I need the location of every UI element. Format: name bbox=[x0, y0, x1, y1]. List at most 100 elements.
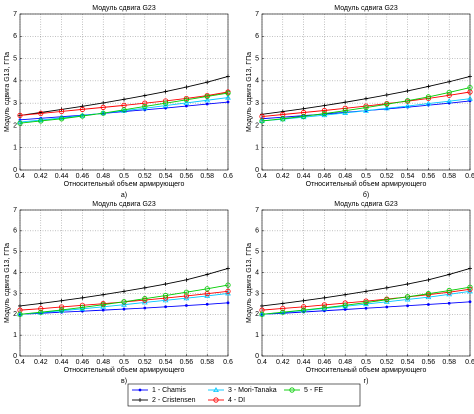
caption: а) bbox=[121, 192, 127, 199]
marker bbox=[259, 311, 265, 317]
x-tick-label: 0.48 bbox=[338, 359, 352, 366]
chart-title: Модуль сдвига G23 bbox=[92, 201, 156, 208]
x-tick-label: 0.5 bbox=[119, 173, 129, 180]
y-tick-label: 6 bbox=[255, 228, 259, 235]
x-tick-label: 0.52 bbox=[380, 173, 394, 180]
marker bbox=[164, 305, 168, 309]
marker bbox=[342, 302, 348, 308]
marker bbox=[122, 307, 126, 311]
x-tick-label: 0.54 bbox=[401, 173, 415, 180]
marker bbox=[260, 303, 264, 308]
y-tick-label: 4 bbox=[255, 269, 259, 276]
y-tick-label: 7 bbox=[255, 11, 259, 18]
legend-marker bbox=[213, 397, 219, 403]
x-tick-label: 0.4 bbox=[15, 359, 25, 366]
marker bbox=[425, 95, 431, 102]
x-tick-label: 0.5 bbox=[361, 359, 371, 366]
marker bbox=[205, 302, 209, 306]
marker bbox=[363, 300, 369, 306]
marker bbox=[205, 80, 210, 85]
x-tick-label: 0.4 bbox=[257, 173, 267, 180]
marker bbox=[468, 300, 472, 304]
legend-label: 4 - DI bbox=[228, 397, 245, 404]
x-tick-label: 0.48 bbox=[96, 359, 110, 366]
x-tick-label: 0.58 bbox=[200, 359, 214, 366]
marker bbox=[384, 92, 389, 97]
x-tick-label: 0.46 bbox=[318, 359, 332, 366]
marker bbox=[101, 100, 106, 105]
marker bbox=[425, 94, 431, 100]
marker bbox=[226, 301, 230, 305]
marker bbox=[142, 296, 148, 302]
marker bbox=[38, 301, 43, 306]
marker bbox=[467, 95, 473, 101]
y-tick-label: 2 bbox=[13, 311, 17, 318]
y-tick-label: 4 bbox=[13, 78, 17, 85]
caption: в) bbox=[121, 378, 127, 385]
marker bbox=[100, 302, 106, 308]
marker bbox=[467, 286, 473, 292]
marker bbox=[343, 100, 348, 105]
subplot: 0.4 0.42 0.44 0.46 0.48 0.5 0.52 0.54 0.56 0.58 0.… bbox=[4, 5, 233, 199]
y-tick-label: 3 bbox=[13, 290, 17, 297]
marker bbox=[141, 105, 148, 111]
marker bbox=[100, 110, 106, 116]
marker bbox=[364, 289, 368, 294]
y-tick-label: 7 bbox=[13, 207, 17, 214]
series-line bbox=[19, 97, 229, 123]
marker bbox=[205, 272, 210, 277]
marker bbox=[226, 74, 230, 79]
marker bbox=[321, 302, 327, 308]
marker bbox=[301, 298, 306, 303]
marker bbox=[384, 285, 389, 290]
marker bbox=[121, 301, 127, 307]
y-tick-label: 6 bbox=[13, 228, 17, 235]
y-axis-label: Модуль сдвига G13, ГПа bbox=[4, 243, 11, 323]
marker bbox=[185, 304, 188, 307]
marker bbox=[100, 104, 106, 110]
legend-box bbox=[127, 383, 361, 407]
legend-marker bbox=[138, 398, 142, 402]
marker bbox=[467, 284, 473, 290]
x-tick-label: 0.46 bbox=[76, 173, 90, 180]
series-line bbox=[19, 292, 229, 315]
marker bbox=[342, 108, 348, 114]
marker bbox=[183, 293, 189, 299]
marker bbox=[205, 102, 209, 106]
x-axis-label: Относительный объем армирующего bbox=[64, 180, 185, 188]
y-tick-label: 0 bbox=[13, 353, 17, 360]
y-tick-label: 5 bbox=[13, 55, 17, 62]
x-tick-label: 0.56 bbox=[422, 359, 436, 366]
marker bbox=[58, 116, 65, 122]
y-axis-label: Модуль сдвига G13, ГПа bbox=[4, 52, 11, 132]
marker bbox=[426, 84, 431, 89]
x-tick-label: 0.56 bbox=[180, 173, 194, 180]
x-tick-label: 0.6 bbox=[223, 359, 233, 366]
marker bbox=[322, 103, 327, 108]
x-tick-label: 0.4 bbox=[15, 173, 25, 180]
legend-label: 5 - FE bbox=[304, 387, 323, 394]
x-tick-label: 0.52 bbox=[380, 359, 394, 366]
x-tick-label: 0.58 bbox=[442, 359, 456, 366]
y-tick-label: 5 bbox=[255, 249, 259, 256]
series-line bbox=[261, 288, 471, 311]
marker bbox=[17, 311, 23, 317]
marker bbox=[427, 303, 430, 306]
x-tick-label: 0.58 bbox=[442, 173, 456, 180]
subplot: 0.4 0.42 0.44 0.46 0.48 0.5 0.52 0.54 0.56 0.58 0.… bbox=[246, 201, 474, 385]
plot-frame bbox=[261, 209, 471, 357]
marker bbox=[405, 88, 410, 93]
y-tick-label: 0 bbox=[13, 167, 17, 174]
x-tick-label: 0.6 bbox=[465, 359, 474, 366]
x-axis-label: Относительный объем армирующего bbox=[306, 180, 427, 188]
x-tick-label: 0.52 bbox=[138, 359, 152, 366]
marker bbox=[38, 306, 44, 312]
y-tick-label: 1 bbox=[13, 145, 17, 152]
x-tick-label: 0.4 bbox=[257, 359, 267, 366]
marker bbox=[300, 109, 307, 116]
marker bbox=[184, 85, 189, 90]
marker bbox=[142, 100, 148, 106]
x-tick-label: 0.44 bbox=[55, 359, 69, 366]
marker bbox=[467, 84, 473, 91]
